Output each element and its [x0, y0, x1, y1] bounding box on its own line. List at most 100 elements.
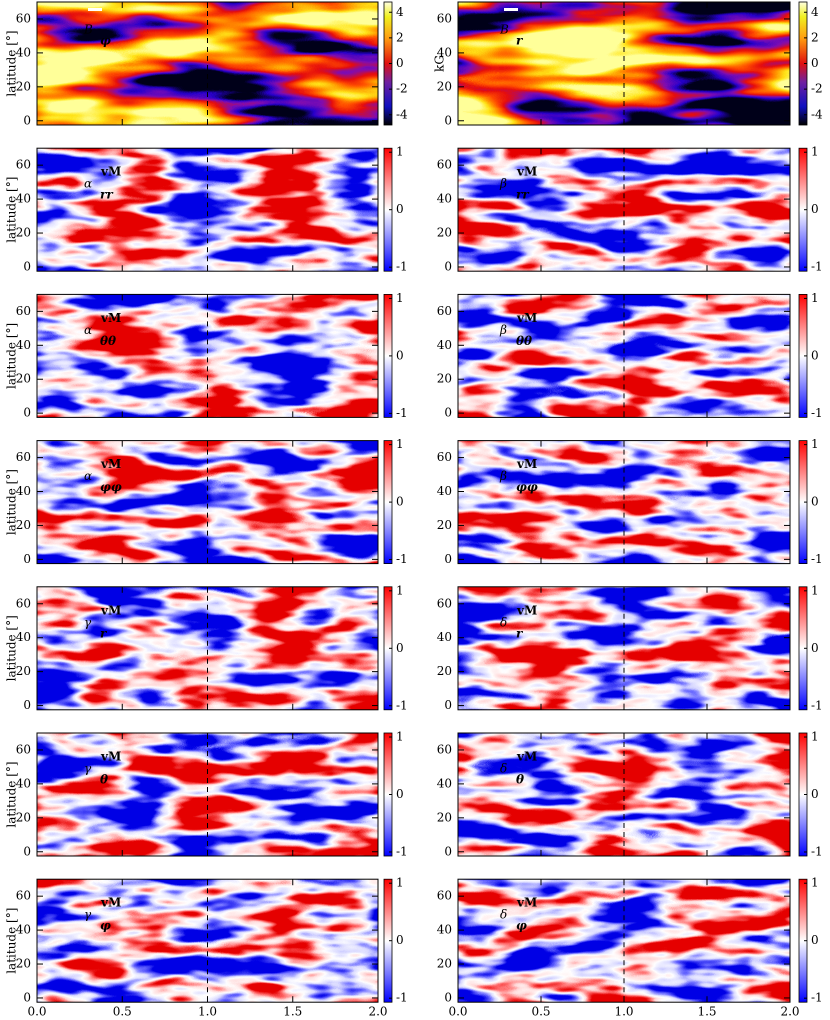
overbar: [88, 8, 102, 11]
panel-subscript: r: [516, 34, 524, 48]
colorbar-tick-label: 1: [396, 145, 404, 159]
colorbar-tick-label: -1: [396, 844, 408, 858]
colorbar-tick-label: 0: [396, 787, 404, 801]
y-tick-label: 40: [437, 630, 452, 644]
panel-subscript: θ: [100, 773, 108, 787]
x-tick-label: 0.5: [113, 1005, 132, 1019]
colorbar-tick-label: 0: [396, 933, 404, 947]
panel-subscript: φφ: [516, 480, 538, 494]
y-tick-label: 60: [16, 742, 31, 756]
colorbar-tick-label: -1: [396, 260, 408, 274]
colorbar-tick-label: -1: [811, 991, 823, 1005]
y-tick-label: 0: [444, 844, 452, 858]
panel-symbol: B: [499, 23, 509, 37]
colorbar-tick-label: 2: [811, 30, 819, 44]
y-tick-label: 20: [437, 664, 452, 678]
colorbar-tick-label: 0: [811, 641, 819, 655]
y-tick-label: 60: [437, 304, 452, 318]
y-tick-label: 20: [437, 372, 452, 386]
panel-subscript: φφ: [100, 480, 122, 494]
colorbar-tick-label: 0: [396, 56, 404, 70]
y-tick-label: 0: [23, 698, 31, 712]
panel-symbol: δ: [500, 908, 507, 922]
colorbar-tick-label: 2: [396, 30, 404, 44]
y-tick-label: 20: [16, 372, 31, 386]
panel-subscript: φ: [100, 919, 111, 933]
colorbar-tick-label: -1: [811, 698, 823, 712]
y-tick-label: 40: [437, 923, 452, 937]
y-tick-label: 60: [16, 450, 31, 464]
colorbar-tick-label: -1: [811, 260, 823, 274]
colorbar-tick-label: 1: [811, 876, 819, 890]
panel-superscript: vM: [100, 165, 121, 179]
colorbar-tick-label: 1: [811, 730, 819, 744]
y-tick-label: 40: [437, 484, 452, 498]
y-tick-label: 20: [437, 226, 452, 240]
y-tick-label: 40: [437, 45, 452, 59]
y-tick-label: 60: [437, 450, 452, 464]
y-tick-label: 0: [23, 113, 31, 127]
y-tick-label: 20: [16, 79, 31, 93]
y-tick-label: 0: [444, 552, 452, 566]
colorbar-tick-label: 1: [811, 583, 819, 597]
panel-subscript: r: [100, 626, 108, 640]
x-tick-label: 1.5: [697, 1005, 716, 1019]
y-tick-label: 20: [437, 79, 452, 93]
panel-subscript: rr: [100, 188, 114, 202]
colorbar-tick-label: 4: [396, 5, 404, 19]
colorbar-tick-label: -1: [811, 844, 823, 858]
colorbar-tick-label: -4: [811, 107, 823, 121]
panel-subscript: θ: [516, 773, 524, 787]
y-tick-label: 20: [16, 518, 31, 532]
panel-symbol: γ: [84, 908, 92, 922]
y-tick-label: 60: [16, 11, 31, 25]
panel-symbol: γ: [84, 615, 92, 629]
y-tick-label: 40: [16, 45, 31, 59]
y-tick-label: 60: [437, 11, 452, 25]
panel-subscript: rr: [516, 188, 530, 202]
x-tick-label: 2.0: [368, 1005, 387, 1019]
panel-superscript: vM: [100, 457, 121, 471]
y-tick-label: 60: [437, 158, 452, 172]
y-tick-label: 40: [437, 776, 452, 790]
panel-subscript: φ: [100, 34, 111, 48]
colorbar-tick-label: 0: [811, 56, 819, 70]
y-tick-label: 0: [444, 698, 452, 712]
y-tick-label: 0: [444, 113, 452, 127]
y-tick-label: 60: [437, 742, 452, 756]
y-tick-label: 0: [23, 406, 31, 420]
panel-superscript: vM: [516, 896, 537, 910]
colorbar-tick-label: 0: [811, 202, 819, 216]
y-tick-label: 60: [16, 596, 31, 610]
y-tick-label: 0: [23, 552, 31, 566]
colorbar-tick-label: 1: [811, 145, 819, 159]
y-tick-label: 40: [16, 338, 31, 352]
colorbar-tick-label: 0: [396, 348, 404, 362]
colorbar-tick-label: 1: [396, 437, 404, 451]
colorbar-tick-label: 0: [396, 641, 404, 655]
overbar: [504, 8, 518, 11]
colorbar-tick-label: 1: [811, 437, 819, 451]
colorbar-tick-label: 0: [396, 202, 404, 216]
y-tick-label: 60: [16, 304, 31, 318]
panel-subscript: φ: [516, 919, 527, 933]
colorbar-tick-label: 0: [396, 495, 404, 509]
colorbar-tick-label: -1: [396, 406, 408, 420]
panel-symbol: δ: [500, 615, 507, 629]
y-tick-label: 40: [437, 192, 452, 206]
panel-symbol: δ: [500, 762, 507, 776]
panel-symbol: B: [83, 23, 93, 37]
panel-superscript: vM: [516, 457, 537, 471]
y-axis-label: latitude [°]: [5, 30, 19, 96]
y-tick-label: 60: [16, 158, 31, 172]
y-tick-label: 40: [16, 630, 31, 644]
colorbar-tick-label: 1: [396, 730, 404, 744]
colorbar-tick-label: 0: [811, 495, 819, 509]
y-axis-label: latitude [°]: [5, 761, 19, 827]
panel-superscript: vM: [516, 311, 537, 325]
panel-symbol: β: [499, 177, 507, 191]
panel-symbol: γ: [84, 762, 92, 776]
colorbar-tick-label: -1: [396, 698, 408, 712]
y-tick-label: 20: [16, 810, 31, 824]
